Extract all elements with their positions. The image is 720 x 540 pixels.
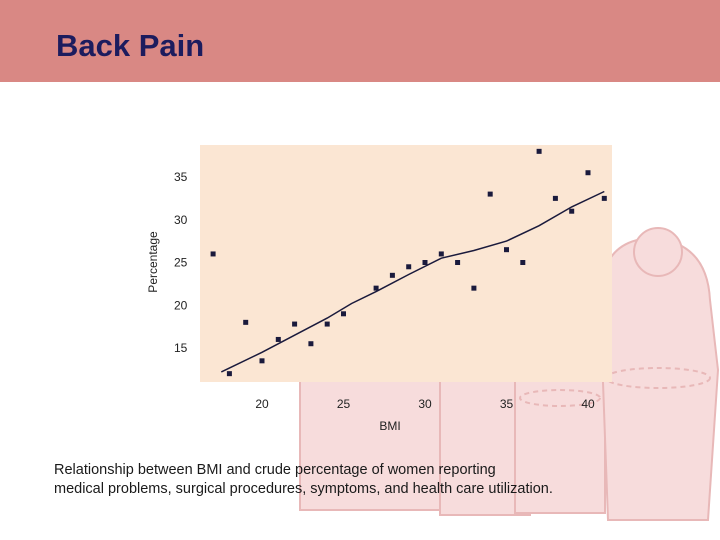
data-point <box>471 285 477 291</box>
y-axis-label: Percentage <box>146 231 160 293</box>
data-point <box>569 208 575 214</box>
data-point <box>585 170 591 176</box>
data-point <box>210 251 216 257</box>
data-points <box>210 148 607 377</box>
data-point <box>438 251 444 257</box>
x-tick-labels: 20 25 30 35 40 <box>255 397 595 411</box>
data-point <box>373 285 379 291</box>
x-tick-label: 35 <box>500 397 514 411</box>
data-point <box>487 191 493 197</box>
data-point <box>243 319 249 325</box>
data-point <box>341 311 346 317</box>
data-point <box>292 321 298 327</box>
figure-caption: Relationship between BMI and crude perce… <box>54 461 694 499</box>
data-point <box>601 195 607 201</box>
caption-line-1: Relationship between BMI and crude perce… <box>54 462 496 478</box>
data-point <box>536 148 542 154</box>
x-tick-label: 30 <box>418 397 432 411</box>
data-point <box>406 264 412 270</box>
data-point <box>552 195 558 201</box>
data-point <box>275 336 281 342</box>
y-tick-label: 30 <box>174 213 188 227</box>
x-tick-label: 25 <box>337 397 351 411</box>
caption-line-2: medical problems, surgical procedures, s… <box>54 481 553 497</box>
y-tick-label: 20 <box>174 298 188 312</box>
y-tick-label: 15 <box>174 341 188 355</box>
data-point <box>455 260 461 265</box>
title-banner <box>0 0 720 82</box>
x-tick-label: 40 <box>581 397 595 411</box>
plot-area <box>200 145 612 382</box>
x-axis-label: BMI <box>379 419 400 433</box>
data-point <box>504 247 509 253</box>
data-point <box>259 358 265 364</box>
x-tick-label: 20 <box>255 397 269 411</box>
y-tick-labels: 15 20 25 30 35 <box>174 170 188 355</box>
data-point <box>226 371 232 377</box>
data-point <box>389 272 395 278</box>
data-point <box>308 341 314 347</box>
data-point <box>324 321 330 327</box>
trend-line <box>220 190 605 373</box>
y-tick-label: 25 <box>174 256 188 270</box>
slide-title: Back Pain <box>56 28 205 63</box>
data-point <box>520 260 526 265</box>
y-tick-label: 35 <box>174 170 188 184</box>
data-point <box>422 260 428 265</box>
